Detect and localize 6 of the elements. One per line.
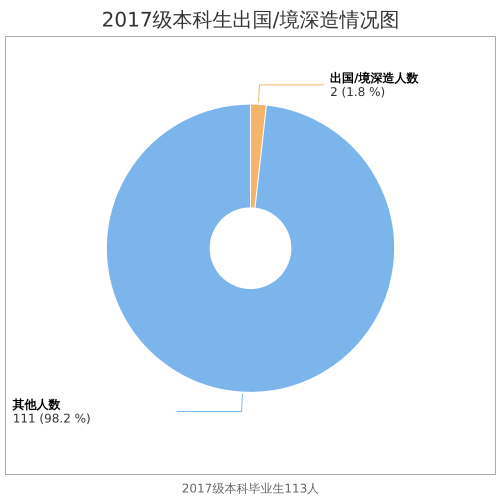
chart-title: 2017级本科生出国/境深造情况图 xyxy=(102,8,400,32)
slice-label: 出国/境深造人数 xyxy=(330,70,420,85)
data-label: 111 (98.2 %) xyxy=(12,411,91,426)
data-label: 2 (1.8 %) xyxy=(330,84,386,99)
slice-label: 其他人数 xyxy=(12,397,62,412)
text: 2017级本科毕业生113人 xyxy=(182,482,320,496)
